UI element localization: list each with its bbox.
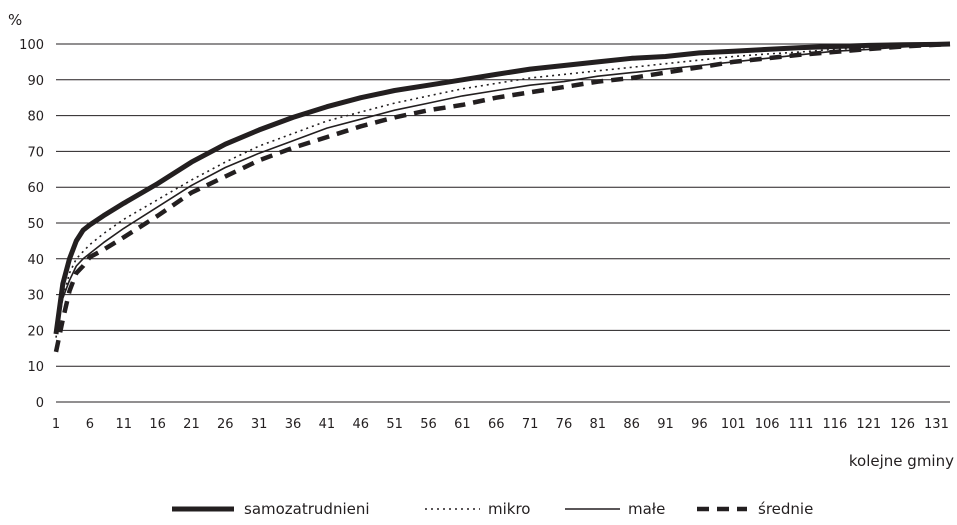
series-line-1 [55,43,951,338]
y-tick-label: 30 [27,289,44,304]
x-tick-label: 66 [488,417,505,432]
x-tick-label: 36 [285,417,302,432]
x-tick-labels: 1 6 11 16 21 26 31 36 41 46 51 56 61 66 71 76 81 86 91 96 10… [52,417,949,432]
x-tick-label: 101 [721,417,746,432]
x-tick-label: 21 [183,417,200,432]
x-tick-label: 56 [420,417,437,432]
legend: samozatrudnieni mikro małe średnie [172,500,813,518]
x-tick-label: 71 [522,417,539,432]
x-tick-label: 16 [149,417,166,432]
x-tick-label: 131 [924,417,949,432]
x-tick-label: 61 [454,417,471,432]
x-tick-label: 126 [890,417,915,432]
y-tick-label: 50 [27,217,44,232]
y-tick-label: 20 [27,324,44,339]
y-tick-label: 90 [27,74,44,89]
y-tick-label: 100 [19,38,44,53]
x-tick-label: 81 [590,417,607,432]
y-tick-labels: 0 10 20 30 40 50 60 70 80 90 100 [19,38,44,411]
y-axis-label: % [8,11,22,29]
x-tick-label: 46 [352,417,369,432]
x-tick-label: 116 [822,417,847,432]
x-tick-label: 111 [789,417,814,432]
x-tick-label: 106 [755,417,780,432]
x-axis-label: kolejne gminy [849,452,954,470]
y-tick-label: 40 [27,253,44,268]
legend-label: małe [628,500,665,518]
series-lines [53,41,951,353]
x-tick-label: 96 [691,417,708,432]
y-tick-label: 80 [27,110,44,125]
x-tick-label: 51 [386,417,403,432]
series-line-0 [53,41,951,335]
x-tick-label: 91 [657,417,674,432]
legend-label: średnie [758,500,813,518]
x-tick-label: 11 [115,417,132,432]
x-tick-label: 121 [856,417,881,432]
y-tick-label: 70 [27,145,44,160]
y-tick-label: 0 [36,396,44,411]
x-tick-label: 86 [623,417,640,432]
x-tick-label: 6 [86,417,94,432]
series-line-3 [53,41,951,353]
x-tick-label: 1 [52,417,60,432]
x-tick-label: 41 [319,417,336,432]
legend-label: mikro [488,500,530,518]
x-tick-label: 26 [217,417,234,432]
x-tick-label: 76 [556,417,573,432]
x-tick-label: 31 [251,417,268,432]
grid-lines [56,43,950,403]
legend-label: samozatrudnieni [244,500,370,518]
y-tick-label: 60 [27,181,44,196]
y-tick-label: 10 [27,360,44,375]
